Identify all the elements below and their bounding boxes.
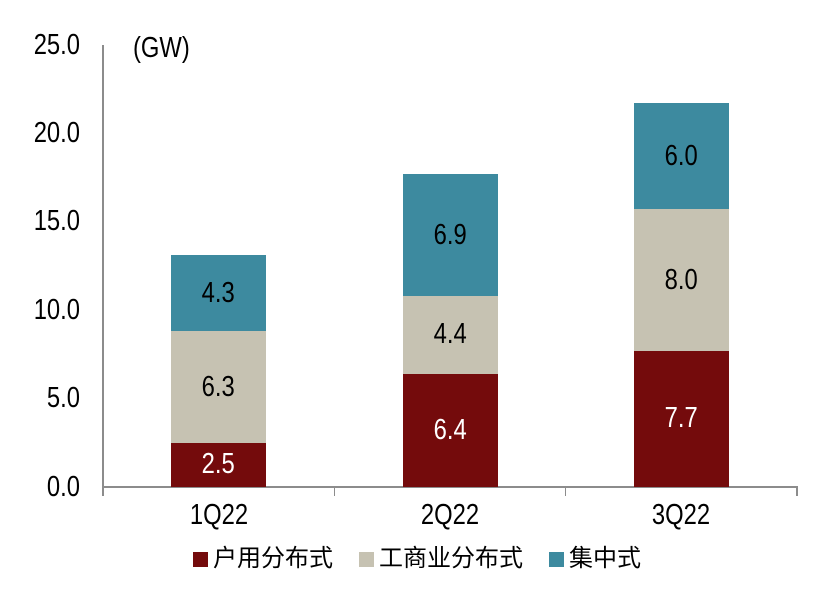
- bar-value-label: 8.0: [664, 263, 698, 296]
- legend-label: 户用分布式: [213, 545, 333, 572]
- y-axis-line: [102, 45, 104, 488]
- y-axis-tick-label: 0.0: [46, 470, 80, 503]
- x-axis-line: [102, 486, 798, 488]
- y-axis-tick-label: 15.0: [33, 205, 80, 238]
- bar-value-label: 4.4: [433, 318, 467, 351]
- x-axis-category-label: 2Q22: [420, 499, 480, 531]
- x-axis-category-label: 3Q22: [652, 499, 711, 531]
- y-axis-tick-label: 5.0: [46, 382, 80, 415]
- legend-label: 集中式: [569, 545, 641, 572]
- bar-segment-series-2: 6.3: [171, 331, 267, 443]
- bar-3q22: 6.0 8.0 7.7: [633, 103, 729, 487]
- bar-segment-series-1: 2.5: [171, 442, 267, 487]
- x-axis-tick: [333, 488, 336, 496]
- bar-value-label: 6.4: [433, 413, 467, 446]
- bar-value-label: 6.0: [664, 139, 698, 172]
- x-axis-tick: [564, 488, 567, 496]
- legend-swatch-icon: [359, 551, 374, 567]
- legend-swatch-icon: [193, 551, 208, 567]
- legend: 户用分布式 工商业分布式 集中式: [0, 547, 834, 571]
- bar-2q22: 6.9 4.4 6.4: [402, 174, 498, 487]
- x-axis-category-label: 1Q22: [189, 499, 248, 531]
- bar-value-label: 6.9: [433, 218, 467, 251]
- bar-value-label: 2.5: [202, 448, 236, 481]
- x-axis-tick: [796, 488, 798, 496]
- bar-segment-series-1: 6.4: [402, 373, 498, 487]
- bar-segment-series-3: 6.9: [402, 174, 498, 297]
- bar-segment-series-2: 4.4: [402, 296, 498, 374]
- legend-label: 工商业分布式: [379, 545, 523, 572]
- legend-swatch-icon: [549, 551, 564, 567]
- bar-value-label: 7.7: [664, 402, 698, 435]
- y-axis-tick-label: 20.0: [33, 116, 80, 149]
- legend-item-series-3: 集中式: [549, 547, 641, 571]
- y-axis-unit-label: (GW): [133, 32, 190, 64]
- bar-1q22: 4.3 6.3 2.5: [171, 255, 267, 487]
- bar-segment-series-3: 4.3: [171, 255, 267, 332]
- legend-item-series-1: 户用分布式: [193, 547, 333, 571]
- y-axis-tick-label: 25.0: [33, 28, 80, 61]
- bar-segment-series-3: 6.0: [633, 103, 729, 210]
- y-axis-tick-label: 10.0: [33, 293, 80, 326]
- legend-item-series-2: 工商业分布式: [359, 547, 523, 571]
- bar-value-label: 6.3: [202, 370, 236, 403]
- bar-segment-series-1: 7.7: [633, 350, 729, 487]
- x-axis-tick: [102, 488, 104, 496]
- bar-segment-series-2: 8.0: [633, 209, 729, 351]
- bar-value-label: 4.3: [202, 276, 236, 309]
